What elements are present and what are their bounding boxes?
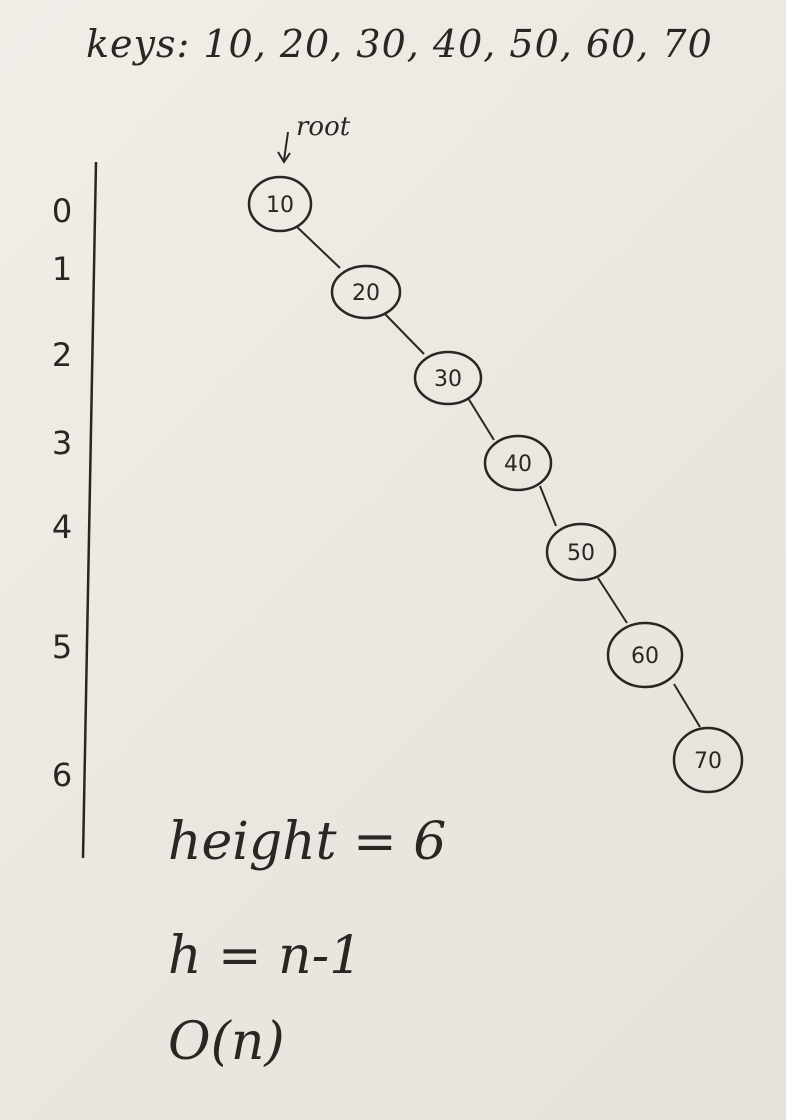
complexity-note: O(n) [168, 1012, 285, 1072]
tree-node-10: 10 [247, 175, 313, 233]
edge-10-20 [295, 225, 341, 269]
root-arrow-head [277, 151, 291, 164]
node-label-70: 70 [694, 749, 722, 774]
root-arrow-shaft [283, 131, 289, 161]
node-label-20: 20 [352, 281, 380, 306]
node-label-60: 60 [631, 644, 659, 669]
level-label-4: 4 [51, 508, 73, 546]
tree-node-60: 60 [606, 621, 684, 689]
edge-20-30 [383, 312, 425, 355]
keys-label: keys: 10, 20, 30, 40, 50, 60, 70 [86, 22, 713, 66]
tree-node-40: 40 [483, 434, 553, 492]
node-label-50: 50 [567, 541, 595, 566]
node-label-40: 40 [504, 452, 532, 477]
level-label-1: 1 [51, 250, 73, 288]
level-label-3: 3 [51, 424, 73, 462]
tree-node-20: 20 [330, 264, 402, 320]
height-formula: h = n-1 [168, 926, 363, 986]
level-label-0: 0 [51, 192, 73, 230]
edge-50-60 [597, 577, 628, 624]
height-note: height = 6 [168, 812, 447, 872]
level-label-6: 6 [51, 756, 73, 794]
level-label-2: 2 [51, 336, 73, 374]
level-label-5: 5 [51, 628, 73, 666]
tree-node-30: 30 [413, 350, 483, 406]
node-label-30: 30 [434, 367, 462, 392]
root-label: root [296, 112, 351, 142]
tree-node-70: 70 [672, 726, 744, 794]
edge-60-70 [673, 683, 701, 728]
level-axis-line [81, 161, 98, 859]
tree-node-50: 50 [545, 522, 617, 582]
edge-30-40 [467, 397, 495, 441]
edge-40-50 [539, 485, 557, 527]
node-label-10: 10 [266, 193, 294, 218]
